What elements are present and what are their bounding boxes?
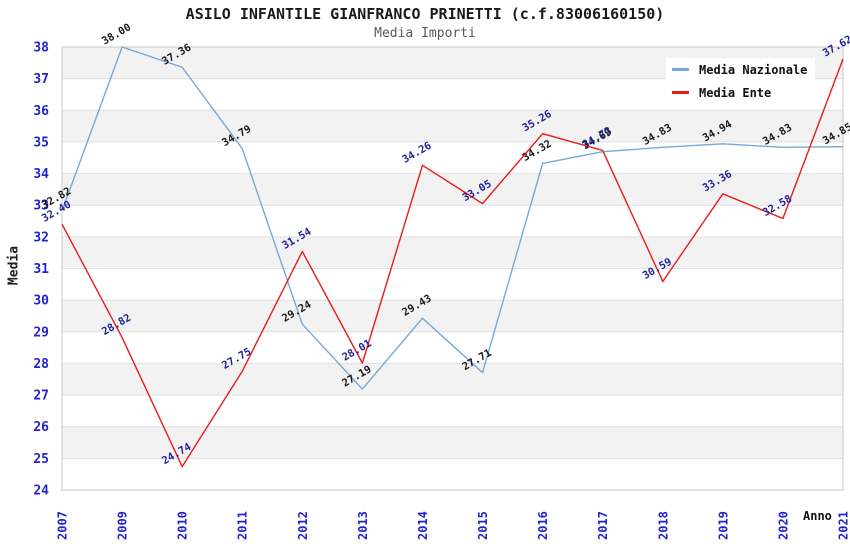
y-tick-label: 29 [33, 325, 49, 340]
plot-border [61, 46, 844, 491]
x-tick-label: 2011 [236, 511, 250, 540]
line-media-ente [61, 58, 844, 468]
x-tick-label: 2015 [476, 511, 490, 540]
plot-band [62, 110, 843, 142]
y-axis-title: Media [6, 245, 22, 286]
x-tick-label: 2019 [716, 511, 730, 540]
legend-swatch-media-ente [672, 91, 689, 94]
point-label: 28.01 [340, 337, 373, 363]
legend-item-media-nazionale: Media Nazionale [666, 58, 816, 81]
plot-band [62, 300, 843, 332]
legend-label-media-nazionale: Media Nazionale [699, 62, 808, 77]
y-tick-label: 27 [33, 389, 49, 404]
chart-title: ASILO INFANTILE GIANFRANCO PRINETTI (c.f… [185, 5, 665, 23]
plot-band [62, 236, 843, 269]
x-tick-label: 2014 [416, 511, 430, 540]
x-tick-label: 2020 [776, 511, 790, 540]
x-tick-label: 2018 [656, 511, 670, 540]
legend-label-media-ente: Media Ente [699, 85, 772, 100]
plot-band [62, 173, 843, 206]
x-tick-label: 2007 [56, 511, 70, 540]
plot-band [62, 363, 843, 396]
x-tick-label: 2013 [356, 511, 370, 540]
y-tick-label: 33 [33, 199, 49, 214]
line-media-nazionale [61, 46, 844, 390]
y-tick-label: 30 [33, 294, 49, 309]
y-tick-label: 24 [33, 484, 49, 499]
x-tick-label: 2017 [596, 511, 610, 540]
x-tick-label: 2021 [837, 511, 850, 540]
plot-bands [62, 47, 843, 459]
y-tick-label: 36 [33, 104, 49, 119]
y-tick-label: 35 [33, 135, 49, 150]
y-tick-label: 38 [33, 41, 49, 56]
y-tick-label: 26 [33, 420, 49, 435]
y-tick-label: 31 [33, 262, 49, 277]
x-tick-label: 2009 [116, 511, 130, 540]
x-tick-labels: 2007 2009 2010 2011 2012 2013 2014 2015 2016 2017… [56, 511, 850, 540]
y-tick-label: 37 [33, 72, 49, 87]
y-tick-label: 25 [33, 452, 49, 467]
y-tick-label: 28 [33, 357, 49, 372]
x-axis-title: Anno [803, 509, 832, 523]
legend: Media Nazionale Media Ente [666, 58, 816, 104]
chart-subtitle: Media Importi [374, 26, 476, 41]
legend-item-media-ente: Media Ente [666, 81, 816, 104]
y-tick-label: 34 [33, 167, 49, 182]
x-tick-label: 2016 [536, 511, 550, 540]
y-tick-labels: 24 25 26 27 28 29 30 31 32 33 34 35 36 37 38 [33, 41, 49, 499]
x-tick-label: 2010 [176, 511, 190, 540]
y-tick-label: 32 [33, 230, 49, 245]
legend-swatch-media-nazionale [672, 68, 689, 71]
plot-band [62, 426, 843, 459]
x-tick-label: 2012 [296, 511, 310, 540]
point-label: 34.26 [400, 140, 433, 166]
